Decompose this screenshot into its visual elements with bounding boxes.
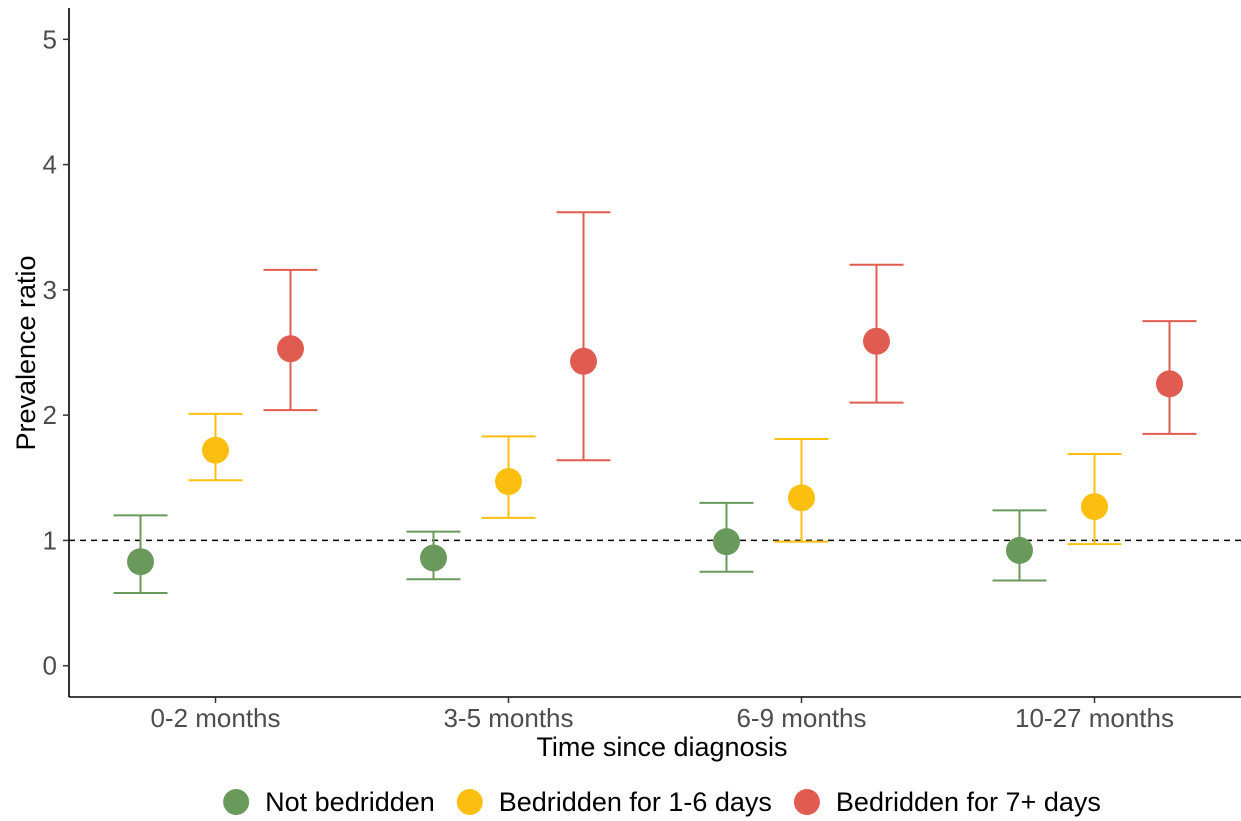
legend-swatch bbox=[223, 789, 250, 815]
data-point bbox=[713, 528, 740, 556]
legend-item: Bedridden for 1-6 days bbox=[456, 787, 772, 817]
y-tick-label: 2 bbox=[43, 400, 57, 430]
x-tick-label: 0-2 months bbox=[150, 703, 280, 733]
legend-item: Not bedridden bbox=[223, 787, 435, 817]
series-1 bbox=[188, 412, 1122, 546]
y-tick-label: 4 bbox=[43, 150, 57, 180]
y-tick-label: 3 bbox=[43, 275, 57, 305]
data-point bbox=[495, 468, 522, 496]
data-point bbox=[1006, 536, 1033, 564]
data-point bbox=[277, 335, 304, 363]
y-tick-label: 0 bbox=[43, 651, 57, 681]
y-axis-title: Prevalence ratio bbox=[11, 255, 41, 450]
legend: Not bedridden Bedridden for 1-6 days Bedri… bbox=[223, 787, 1101, 817]
legend-label: Not bedridden bbox=[265, 787, 435, 817]
data-point bbox=[863, 327, 890, 355]
data-point bbox=[202, 436, 229, 464]
data-point bbox=[1156, 370, 1183, 398]
data-point bbox=[127, 548, 154, 576]
ticks-layer: 0 1 2 3 4 5 0-2 months 3-5 months 6-9 months 10-2… bbox=[43, 24, 1174, 733]
series-2 bbox=[263, 211, 1197, 462]
x-tick-label: 6-9 months bbox=[736, 703, 866, 733]
data-point bbox=[420, 544, 447, 572]
legend-swatch bbox=[456, 789, 483, 815]
x-tick-label: 10-27 months bbox=[1015, 703, 1174, 733]
legend-label: Bedridden for 1-6 days bbox=[499, 787, 772, 817]
x-axis-title: Time since diagnosis bbox=[536, 732, 787, 762]
data-point bbox=[570, 347, 597, 375]
data-point bbox=[1081, 493, 1108, 521]
y-tick-label: 1 bbox=[43, 525, 57, 555]
y-tick-label: 5 bbox=[43, 24, 57, 54]
series-layer bbox=[113, 211, 1197, 595]
legend-label: Bedridden for 7+ days bbox=[836, 787, 1101, 817]
axes-layer bbox=[68, 8, 1241, 698]
legend-swatch bbox=[793, 789, 820, 815]
x-tick-label: 3-5 months bbox=[443, 703, 573, 733]
legend-item: Bedridden for 7+ days bbox=[793, 787, 1101, 817]
data-point bbox=[788, 484, 815, 512]
series-0 bbox=[113, 501, 1047, 595]
